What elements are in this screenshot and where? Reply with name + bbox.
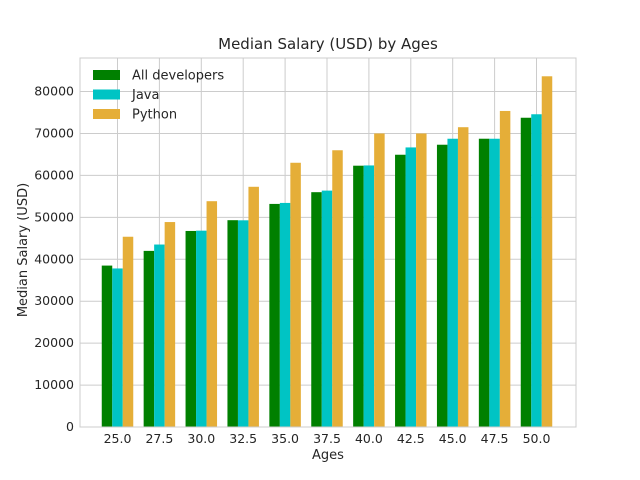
x-tick-label: 47.5 xyxy=(481,431,509,446)
x-tick-label: 27.5 xyxy=(145,431,173,446)
y-tick-label: 70000 xyxy=(34,125,74,140)
legend-label: Java xyxy=(131,88,159,103)
bar xyxy=(405,147,417,427)
x-tick-label: 32.5 xyxy=(229,431,257,446)
x-tick-label: 37.5 xyxy=(313,431,341,446)
bar xyxy=(227,220,238,427)
x-axis-label: Ages xyxy=(312,448,344,463)
y-axis-label: Median Salary (USD) xyxy=(16,183,31,317)
bar xyxy=(248,186,259,427)
bar xyxy=(353,165,364,427)
x-tick-label: 35.0 xyxy=(271,431,299,446)
bar xyxy=(185,230,197,427)
x-ticks: 25.0 27.5 30.0 32.5 35.0 37.5 40.0 42.5 45.0 47.5… xyxy=(104,431,551,446)
y-tick-label: 10000 xyxy=(34,377,74,392)
bar xyxy=(447,138,458,427)
bar xyxy=(499,110,511,427)
bar xyxy=(416,133,427,427)
bar xyxy=(363,165,375,427)
y-ticks: 0 10000 20000 30000 40000 50000 60000 70000 8000… xyxy=(34,84,74,434)
y-tick-label: 50000 xyxy=(34,209,74,224)
bar xyxy=(122,236,134,427)
bar xyxy=(269,203,280,427)
x-tick-label: 42.5 xyxy=(397,431,425,446)
legend-swatch xyxy=(93,70,120,80)
chart-title: Median Salary (USD) by Ages xyxy=(218,35,438,53)
legend-swatch xyxy=(93,109,120,119)
bar xyxy=(143,250,155,427)
bar xyxy=(489,138,500,427)
y-tick-label: 40000 xyxy=(34,251,74,266)
bar xyxy=(321,190,333,427)
bar xyxy=(154,244,165,427)
legend-label: Python xyxy=(132,108,177,123)
legend: All developers Java Python xyxy=(93,69,224,123)
bar xyxy=(196,230,207,427)
bar xyxy=(436,144,448,427)
legend-label: All developers xyxy=(132,69,224,84)
bar xyxy=(531,114,542,427)
bar xyxy=(457,127,469,427)
x-tick-label: 45.0 xyxy=(439,431,467,446)
y-tick-label: 20000 xyxy=(34,335,74,350)
x-tick-label: 30.0 xyxy=(187,431,215,446)
bar xyxy=(395,154,406,427)
y-tick-label: 80000 xyxy=(34,84,74,99)
bar xyxy=(112,268,123,427)
bar xyxy=(206,201,218,427)
bar xyxy=(101,265,113,427)
bar xyxy=(311,192,322,427)
y-tick-label: 0 xyxy=(66,419,74,434)
legend-swatch xyxy=(93,89,120,100)
y-tick-label: 30000 xyxy=(34,293,74,308)
x-tick-label: 40.0 xyxy=(355,431,383,446)
bar xyxy=(520,117,532,428)
x-tick-label: 25.0 xyxy=(104,431,132,446)
y-tick-label: 60000 xyxy=(34,167,74,182)
bar xyxy=(374,133,385,427)
x-tick-label: 50.0 xyxy=(523,431,551,446)
plot-frame xyxy=(79,57,577,428)
bar xyxy=(478,138,490,427)
bar xyxy=(290,162,301,427)
bar xyxy=(332,150,343,427)
bar xyxy=(237,220,249,427)
bar xyxy=(164,222,176,427)
bars xyxy=(101,76,553,428)
bar xyxy=(541,76,553,427)
bar xyxy=(279,202,291,427)
